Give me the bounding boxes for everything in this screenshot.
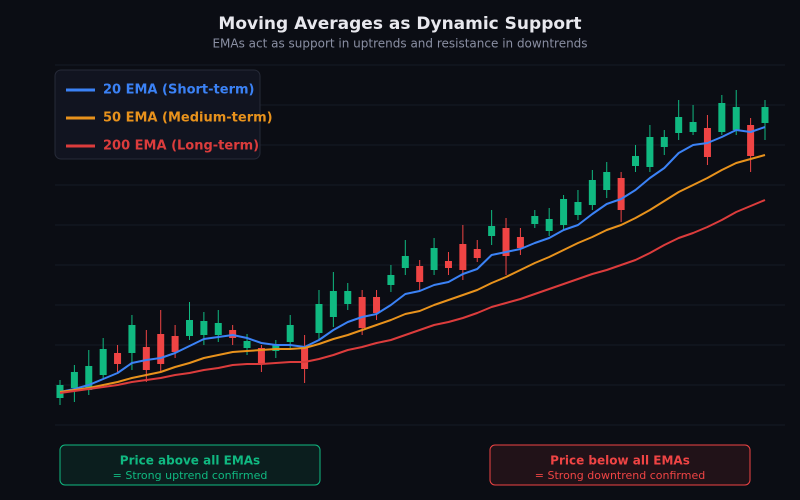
legend-label: 50 EMA (Medium-term) [103, 111, 273, 126]
annotation-title: Price below all EMAs [550, 454, 690, 468]
candle-body [574, 202, 582, 215]
candle-body [430, 248, 438, 270]
candle-body [200, 321, 208, 335]
candle-body [114, 353, 122, 364]
annotation-text: = Strong uptrend confirmed [113, 469, 268, 482]
candle-body [214, 323, 222, 335]
annotation-box [489, 444, 751, 486]
candle-body [301, 347, 309, 369]
candle-body [660, 137, 668, 147]
candle-body [516, 237, 524, 248]
candle-body [689, 122, 697, 132]
candle-body [502, 228, 510, 256]
ema-line [59, 154, 766, 393]
candle-body [286, 325, 294, 342]
ema-line [59, 199, 766, 394]
candle-body [761, 107, 769, 123]
candle-body [732, 107, 740, 130]
candle-body [315, 304, 323, 333]
candle-body [128, 325, 136, 353]
candle-body [171, 336, 179, 352]
candle-body [747, 125, 755, 156]
candle-body [185, 320, 193, 336]
candle-body [99, 349, 107, 375]
candle-body [401, 256, 409, 268]
candle-body [70, 372, 78, 388]
candle-body [632, 156, 640, 166]
annotation-box [59, 444, 321, 486]
chart-subtitle: EMAs act as support in uptrends and resi… [212, 37, 587, 51]
candle-body [603, 172, 611, 190]
candle-body [257, 348, 265, 364]
candle-body [272, 344, 280, 351]
candle-body [531, 216, 539, 224]
candle-body [473, 249, 481, 258]
candle-body [85, 366, 93, 390]
legend-label: 200 EMA (Long-term) [103, 139, 259, 154]
candle-body [142, 347, 150, 370]
candle-body [560, 199, 568, 225]
candle-body [243, 341, 251, 348]
chart-title: Moving Averages as Dynamic Support [218, 14, 581, 34]
candle-body [387, 275, 395, 285]
candle-body [329, 291, 337, 317]
ema-line [59, 126, 766, 393]
candle-body [588, 180, 596, 205]
candle-body [373, 297, 381, 313]
candle-body [718, 103, 726, 132]
candle-body [229, 330, 237, 338]
annotation-text: = Strong downtrend confirmed [535, 469, 705, 482]
candle-body [646, 137, 654, 167]
legend-box [54, 69, 261, 160]
candle-body [545, 219, 553, 231]
annotation-title: Price above all EMAs [120, 454, 260, 468]
candle-body [617, 178, 625, 210]
candle-body [488, 226, 496, 236]
candle-body [344, 291, 352, 304]
candle-body [416, 266, 424, 282]
candle-body [459, 244, 467, 270]
candle-body [358, 297, 366, 328]
candle-body [444, 261, 452, 268]
candle-body [675, 117, 683, 133]
candle-body [157, 334, 165, 364]
legend-label: 20 EMA (Short-term) [103, 83, 254, 98]
